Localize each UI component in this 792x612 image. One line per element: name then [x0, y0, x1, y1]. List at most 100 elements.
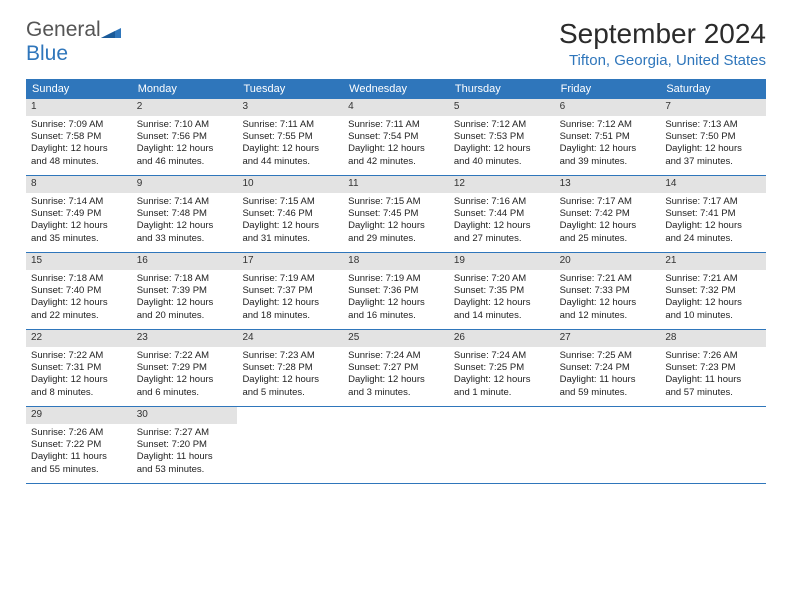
cell-line: and 8 minutes. — [31, 387, 127, 399]
calendar-cell: 16Sunrise: 7:18 AMSunset: 7:39 PMDayligh… — [132, 253, 238, 329]
cell-line: and 22 minutes. — [31, 310, 127, 322]
cell-line: Daylight: 12 hours — [137, 374, 233, 386]
cell-line: and 37 minutes. — [665, 156, 761, 168]
cell-line: Daylight: 12 hours — [665, 143, 761, 155]
calendar-cell: 20Sunrise: 7:21 AMSunset: 7:33 PMDayligh… — [555, 253, 661, 329]
day-header: Thursday — [449, 79, 555, 99]
cell-line: Daylight: 11 hours — [137, 451, 233, 463]
week-row: 1Sunrise: 7:09 AMSunset: 7:58 PMDaylight… — [26, 99, 766, 176]
cell-line: Sunset: 7:20 PM — [137, 439, 233, 451]
cell-body: Sunrise: 7:12 AMSunset: 7:53 PMDaylight:… — [449, 116, 555, 174]
cell-body: Sunrise: 7:21 AMSunset: 7:33 PMDaylight:… — [555, 270, 661, 328]
cell-line: Sunrise: 7:26 AM — [31, 427, 127, 439]
cell-line: Sunset: 7:44 PM — [454, 208, 550, 220]
cell-line: Sunset: 7:46 PM — [242, 208, 338, 220]
day-number: 17 — [237, 253, 343, 270]
cell-line: Sunrise: 7:11 AM — [242, 119, 338, 131]
cell-line: Sunrise: 7:16 AM — [454, 196, 550, 208]
cell-line: and 1 minute. — [454, 387, 550, 399]
empty-cell — [343, 407, 449, 483]
cell-line: Sunrise: 7:13 AM — [665, 119, 761, 131]
cell-line: Daylight: 12 hours — [665, 220, 761, 232]
cell-body: Sunrise: 7:24 AMSunset: 7:25 PMDaylight:… — [449, 347, 555, 405]
day-number: 15 — [26, 253, 132, 270]
calendar-cell: 10Sunrise: 7:15 AMSunset: 7:46 PMDayligh… — [237, 176, 343, 252]
cell-line: and 42 minutes. — [348, 156, 444, 168]
day-number: 4 — [343, 99, 449, 116]
cell-line: Daylight: 12 hours — [665, 297, 761, 309]
cell-line: Sunrise: 7:27 AM — [137, 427, 233, 439]
cell-line: Sunrise: 7:12 AM — [560, 119, 656, 131]
cell-line: Sunrise: 7:22 AM — [31, 350, 127, 362]
cell-line: Daylight: 12 hours — [137, 297, 233, 309]
cell-line: Sunrise: 7:15 AM — [348, 196, 444, 208]
cell-line: Sunrise: 7:14 AM — [137, 196, 233, 208]
cell-line: Daylight: 12 hours — [137, 220, 233, 232]
calendar-cell: 14Sunrise: 7:17 AMSunset: 7:41 PMDayligh… — [660, 176, 766, 252]
cell-line: Daylight: 12 hours — [242, 374, 338, 386]
cell-line: Daylight: 12 hours — [31, 297, 127, 309]
cell-line: and 59 minutes. — [560, 387, 656, 399]
cell-line: Sunrise: 7:11 AM — [348, 119, 444, 131]
cell-line: Sunset: 7:36 PM — [348, 285, 444, 297]
week-row: 15Sunrise: 7:18 AMSunset: 7:40 PMDayligh… — [26, 253, 766, 330]
cell-line: Sunrise: 7:23 AM — [242, 350, 338, 362]
day-number: 19 — [449, 253, 555, 270]
calendar-cell: 26Sunrise: 7:24 AMSunset: 7:25 PMDayligh… — [449, 330, 555, 406]
cell-line: Sunrise: 7:24 AM — [348, 350, 444, 362]
cell-body: Sunrise: 7:26 AMSunset: 7:22 PMDaylight:… — [26, 424, 132, 482]
cell-line: Daylight: 12 hours — [137, 143, 233, 155]
calendar-cell: 22Sunrise: 7:22 AMSunset: 7:31 PMDayligh… — [26, 330, 132, 406]
week-row: 22Sunrise: 7:22 AMSunset: 7:31 PMDayligh… — [26, 330, 766, 407]
cell-line: and 18 minutes. — [242, 310, 338, 322]
day-header-row: SundayMondayTuesdayWednesdayThursdayFrid… — [26, 79, 766, 99]
day-number: 29 — [26, 407, 132, 424]
day-number: 24 — [237, 330, 343, 347]
cell-line: Daylight: 12 hours — [454, 297, 550, 309]
day-number: 18 — [343, 253, 449, 270]
calendar-cell: 9Sunrise: 7:14 AMSunset: 7:48 PMDaylight… — [132, 176, 238, 252]
calendar-cell: 24Sunrise: 7:23 AMSunset: 7:28 PMDayligh… — [237, 330, 343, 406]
cell-line: Daylight: 12 hours — [348, 220, 444, 232]
cell-line: and 16 minutes. — [348, 310, 444, 322]
day-number: 6 — [555, 99, 661, 116]
cell-line: Sunset: 7:24 PM — [560, 362, 656, 374]
day-number: 27 — [555, 330, 661, 347]
cell-body: Sunrise: 7:10 AMSunset: 7:56 PMDaylight:… — [132, 116, 238, 174]
cell-line: Sunrise: 7:17 AM — [665, 196, 761, 208]
calendar-cell: 3Sunrise: 7:11 AMSunset: 7:55 PMDaylight… — [237, 99, 343, 175]
cell-body: Sunrise: 7:12 AMSunset: 7:51 PMDaylight:… — [555, 116, 661, 174]
calendar-cell: 21Sunrise: 7:21 AMSunset: 7:32 PMDayligh… — [660, 253, 766, 329]
cell-line: and 33 minutes. — [137, 233, 233, 245]
cell-body: Sunrise: 7:21 AMSunset: 7:32 PMDaylight:… — [660, 270, 766, 328]
cell-line: Daylight: 12 hours — [348, 143, 444, 155]
cell-body: Sunrise: 7:18 AMSunset: 7:40 PMDaylight:… — [26, 270, 132, 328]
cell-line: and 53 minutes. — [137, 464, 233, 476]
cell-line: Sunrise: 7:21 AM — [665, 273, 761, 285]
day-number: 20 — [555, 253, 661, 270]
cell-line: Sunset: 7:49 PM — [31, 208, 127, 220]
cell-line: Sunrise: 7:17 AM — [560, 196, 656, 208]
day-number: 23 — [132, 330, 238, 347]
cell-line: Sunset: 7:31 PM — [31, 362, 127, 374]
cell-line: Sunset: 7:27 PM — [348, 362, 444, 374]
day-number: 1 — [26, 99, 132, 116]
cell-line: and 39 minutes. — [560, 156, 656, 168]
cell-body: Sunrise: 7:15 AMSunset: 7:45 PMDaylight:… — [343, 193, 449, 251]
day-number: 11 — [343, 176, 449, 193]
cell-line: and 27 minutes. — [454, 233, 550, 245]
cell-line: and 14 minutes. — [454, 310, 550, 322]
cell-line: Sunset: 7:53 PM — [454, 131, 550, 143]
calendar-cell: 15Sunrise: 7:18 AMSunset: 7:40 PMDayligh… — [26, 253, 132, 329]
calendar-cell: 11Sunrise: 7:15 AMSunset: 7:45 PMDayligh… — [343, 176, 449, 252]
cell-line: Daylight: 12 hours — [31, 220, 127, 232]
cell-line: and 10 minutes. — [665, 310, 761, 322]
calendar-cell: 13Sunrise: 7:17 AMSunset: 7:42 PMDayligh… — [555, 176, 661, 252]
cell-body: Sunrise: 7:20 AMSunset: 7:35 PMDaylight:… — [449, 270, 555, 328]
cell-body: Sunrise: 7:22 AMSunset: 7:29 PMDaylight:… — [132, 347, 238, 405]
calendar-cell: 7Sunrise: 7:13 AMSunset: 7:50 PMDaylight… — [660, 99, 766, 175]
calendar-cell: 25Sunrise: 7:24 AMSunset: 7:27 PMDayligh… — [343, 330, 449, 406]
cell-line: Sunrise: 7:19 AM — [242, 273, 338, 285]
cell-line: and 44 minutes. — [242, 156, 338, 168]
calendar-cell: 19Sunrise: 7:20 AMSunset: 7:35 PMDayligh… — [449, 253, 555, 329]
